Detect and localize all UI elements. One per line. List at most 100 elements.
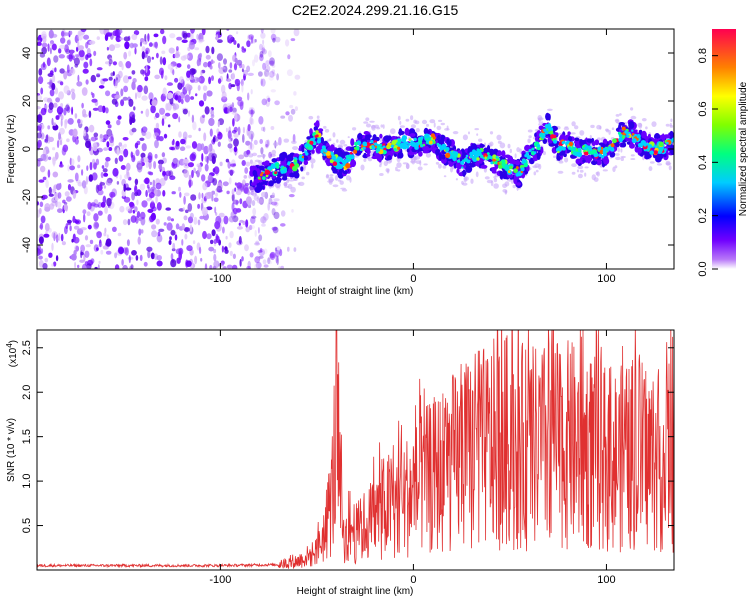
noise-blob [41, 194, 48, 200]
track-body [457, 163, 463, 168]
track-body [479, 158, 483, 164]
y-tick-label: 0.5 [21, 518, 33, 533]
noise-blob [155, 122, 160, 130]
track-halo [484, 176, 490, 180]
noise-blob [74, 138, 79, 145]
noise-blob [74, 220, 80, 224]
noise-blob [130, 215, 137, 223]
track-body [366, 147, 371, 155]
noise-blob [83, 34, 90, 40]
track-halo [468, 131, 470, 135]
track-body [286, 154, 294, 162]
noise-blob [71, 92, 76, 100]
noise-blob [54, 87, 59, 95]
track-body [281, 153, 288, 157]
track-body [499, 170, 503, 175]
noise-blob [179, 146, 186, 151]
noise-blob [77, 264, 80, 269]
track-halo [429, 119, 436, 124]
noise-blob [226, 78, 231, 82]
noise-blob [267, 202, 271, 211]
track-core [621, 126, 626, 131]
noise-blob [189, 153, 196, 162]
track-halo [415, 128, 420, 133]
noise-blob [249, 252, 254, 258]
noise-blob [266, 139, 270, 147]
noise-blob [236, 31, 239, 35]
noise-blob [45, 179, 49, 189]
noise-blob [197, 85, 201, 91]
track-core [402, 138, 406, 143]
noise-blob [169, 146, 174, 150]
noise-blob [141, 126, 148, 133]
noise-blob [279, 249, 283, 257]
noise-blob [139, 137, 145, 141]
noise-blob [216, 53, 223, 61]
noise-blob [237, 126, 241, 136]
noise-blob [242, 133, 245, 143]
noise-blob [222, 181, 229, 187]
track-core [636, 134, 641, 139]
track-body [480, 164, 488, 169]
noise-blob [221, 245, 224, 253]
track-halo [363, 158, 367, 162]
noise-blob [190, 29, 195, 34]
noise-blob [184, 94, 191, 103]
track-halo [370, 125, 376, 129]
noise-blob [37, 250, 42, 255]
noise-blob [181, 223, 185, 231]
track-core [287, 162, 291, 166]
noise-blob [73, 225, 80, 230]
track-halo [272, 142, 279, 147]
track-halo [475, 171, 479, 178]
noise-blob [285, 39, 290, 47]
noise-blob [87, 224, 92, 230]
track-core [353, 146, 357, 150]
noise-blob [209, 65, 213, 70]
noise-blob [176, 36, 183, 41]
track-halo [589, 135, 592, 139]
noise-blob [145, 108, 150, 118]
track-halo [497, 140, 502, 144]
track-halo [257, 160, 263, 164]
noise-blob [74, 54, 80, 58]
x-tick-label: -100 [209, 574, 231, 586]
noise-blob [208, 143, 213, 152]
track-core [432, 136, 436, 140]
track-body [289, 172, 296, 178]
noise-blob [205, 54, 211, 60]
noise-blob [38, 68, 43, 76]
noise-blob [187, 162, 194, 168]
noise-blob [223, 215, 229, 225]
noise-blob [83, 129, 87, 137]
track-halo [379, 164, 382, 168]
noise-blob [123, 148, 129, 158]
noise-blob [63, 107, 67, 116]
noise-blob [98, 243, 103, 248]
track-halo [436, 125, 442, 131]
noise-blob [251, 200, 256, 206]
noise-blob [63, 85, 70, 94]
track-halo [379, 173, 384, 176]
noise-blob [175, 48, 179, 57]
noise-blob [44, 257, 49, 263]
noise-blob [247, 124, 251, 132]
noise-blob [64, 120, 67, 129]
noise-blob [142, 39, 148, 45]
noise-blob [271, 208, 276, 216]
noise-blob [158, 228, 165, 232]
track-body [253, 170, 258, 178]
noise-blob [37, 94, 43, 101]
noise-blob [86, 165, 89, 171]
noise-blob [187, 64, 191, 69]
track-core [408, 142, 411, 146]
track-halo [611, 127, 615, 130]
track-core [457, 159, 461, 163]
track-body [300, 166, 304, 172]
track-core [394, 144, 398, 148]
noise-blob [103, 232, 107, 237]
track-body [303, 160, 309, 166]
track-body [365, 134, 370, 141]
track-core [610, 143, 615, 148]
noise-blob [265, 143, 269, 148]
